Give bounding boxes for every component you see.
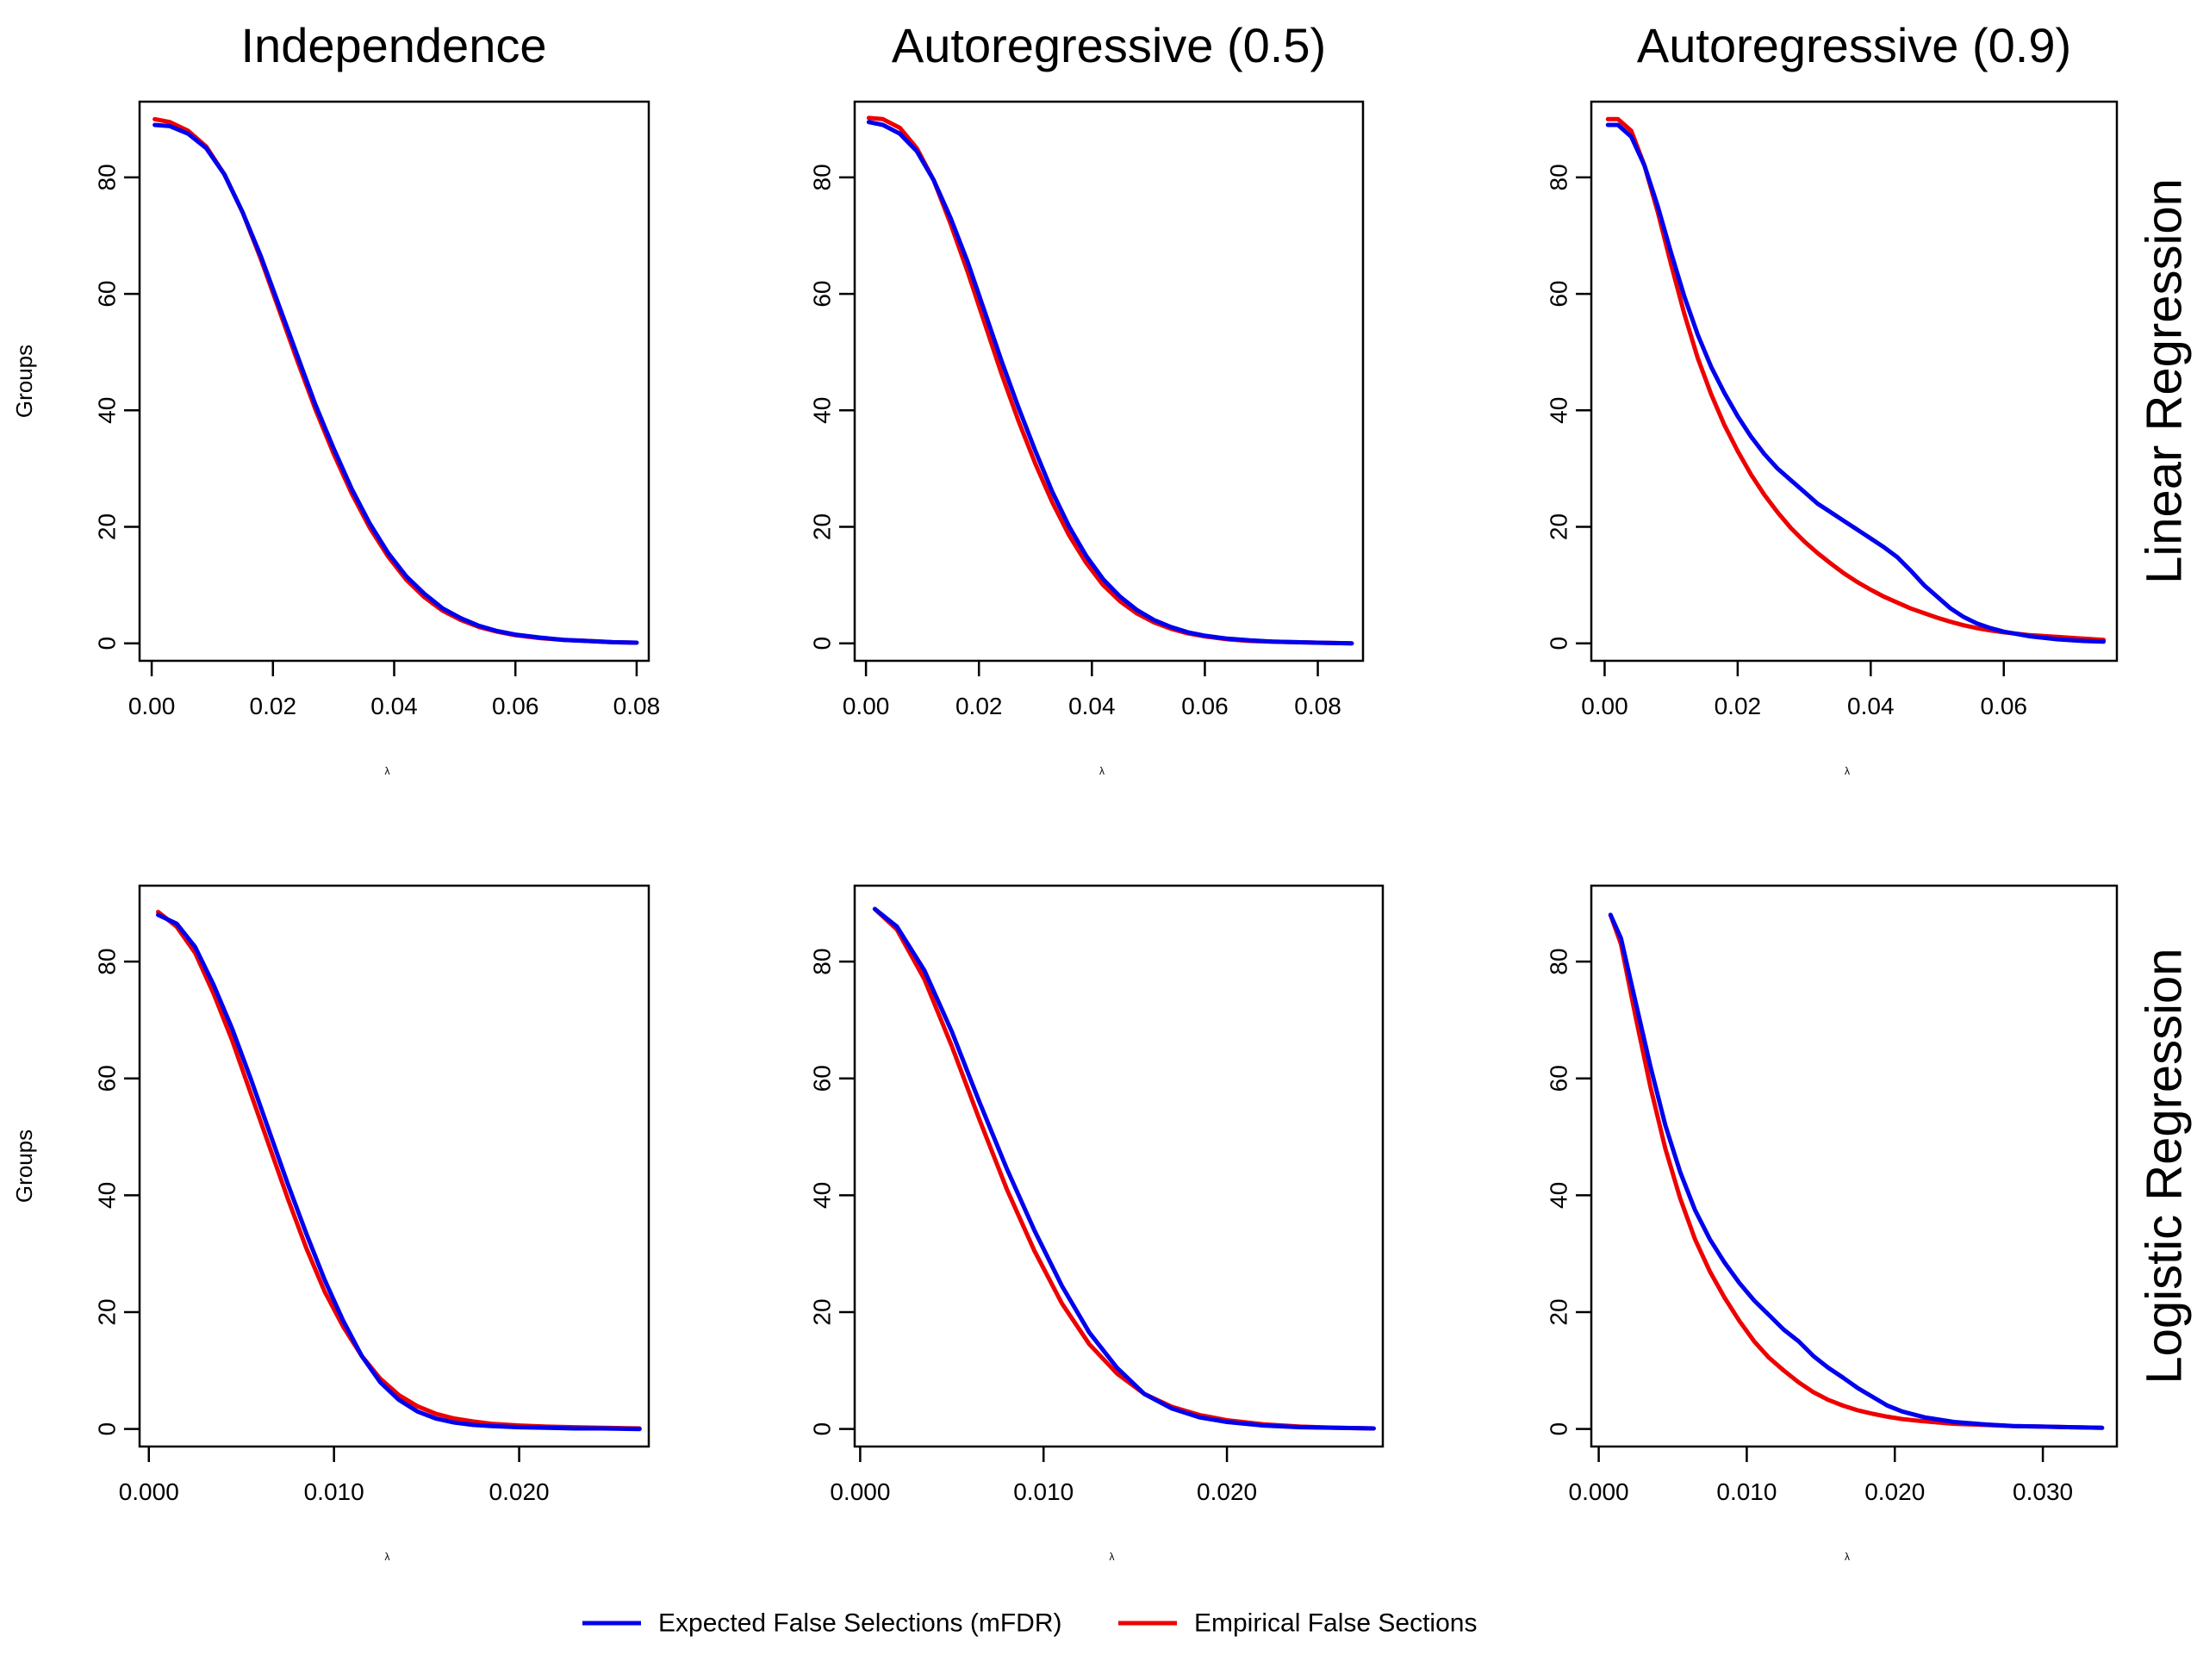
x-tick-label: 0.08 — [613, 693, 661, 719]
panel-1-2: 0 20 40 60 80 0.000 0.010 0.020 0.030 λ — [1546, 884, 2119, 1563]
x-tick-label: 0.02 — [955, 693, 1003, 719]
headers: Independence Autoregressive (0.5) Autoregr… — [240, 18, 2192, 1384]
x-tick-label: 0.010 — [304, 1478, 364, 1505]
y-tick-label: 60 — [809, 281, 836, 308]
series-line-expected — [1605, 122, 2107, 644]
x-tick-label: 0.04 — [1068, 693, 1116, 719]
y-tick-label: 20 — [94, 1298, 121, 1325]
y-tick-label: 60 — [1546, 281, 1572, 308]
series-line-expected — [152, 122, 639, 645]
x-tick-label: 0.04 — [370, 693, 418, 719]
x-tick-label: 0.010 — [1716, 1478, 1777, 1505]
x-tick-label: 0.020 — [1197, 1478, 1257, 1505]
series-line-empirical — [1605, 116, 2107, 643]
y-axis-label: Groups — [11, 1129, 37, 1203]
row-label: Logistic Regression — [2137, 948, 2193, 1384]
series-line-empirical — [1608, 912, 2105, 1430]
column-title: Autoregressive (0.5) — [892, 18, 1326, 72]
x-axis-label: λ — [1845, 765, 1850, 777]
series-line-expected — [156, 912, 642, 1432]
x-axis-label: λ — [1110, 1551, 1115, 1563]
x-tick-label: 0.010 — [1013, 1478, 1074, 1505]
x-tick-label: 0.02 — [250, 693, 297, 719]
y-tick-label: 80 — [94, 164, 121, 190]
y-tick-label: 80 — [1546, 164, 1572, 190]
x-tick-label: 0.020 — [1864, 1478, 1925, 1505]
x-tick-label: 0.000 — [830, 1478, 890, 1505]
plot-frame — [138, 884, 650, 1448]
x-tick-label: 0.00 — [128, 693, 176, 719]
plot-frame — [853, 100, 1365, 663]
y-tick-label: 60 — [1546, 1065, 1572, 1092]
y-tick-label: 60 — [809, 1065, 836, 1092]
x-tick-label: 0.00 — [843, 693, 890, 719]
x-tick-label: 0.06 — [492, 693, 539, 719]
y-tick-label: 40 — [809, 1182, 836, 1209]
y-tick-label: 0 — [94, 637, 121, 650]
x-tick-label: 0.020 — [489, 1478, 550, 1505]
x-tick-label: 0.030 — [2013, 1478, 2073, 1505]
y-tick-label: 40 — [1546, 397, 1572, 424]
y-tick-label: 0 — [94, 1422, 121, 1436]
legend-label: Expected False Selections (mFDR) — [658, 1609, 1062, 1638]
legend-label: Empirical False Sections — [1194, 1609, 1477, 1638]
y-tick-label: 0 — [1546, 1422, 1572, 1436]
series-line-expected — [1608, 912, 2105, 1430]
series-line-expected — [872, 906, 1376, 1431]
x-tick-label: 0.000 — [1569, 1478, 1629, 1505]
y-tick-label: 20 — [94, 513, 121, 540]
column-title: Autoregressive (0.9) — [1637, 18, 2071, 72]
plot-frame — [1590, 100, 2119, 663]
y-tick-label: 40 — [1546, 1182, 1572, 1209]
x-tick-label: 0.06 — [1980, 693, 2027, 719]
series-line-empirical — [156, 910, 642, 1431]
panel-0-1: 0 20 40 60 80 0.00 0.02 0.04 0.06 0.08 λ — [809, 100, 1365, 777]
plot-frame — [138, 100, 650, 663]
series-line-empirical — [872, 906, 1376, 1431]
panels: 0 20 40 60 80 0.00 0.02 0.04 0.06 0.08 Groups λ 0 20 4… — [11, 100, 2119, 1563]
y-tick-label: 20 — [1546, 513, 1572, 540]
panel-1-1: 0 20 40 60 80 0.000 0.010 0.020 λ — [809, 884, 1385, 1563]
y-tick-label: 80 — [809, 164, 836, 190]
y-tick-label: 60 — [94, 281, 121, 308]
x-axis-label: λ — [1845, 1551, 1850, 1563]
x-tick-label: 0.08 — [1294, 693, 1341, 719]
x-tick-label: 0.00 — [1581, 693, 1628, 719]
x-tick-label: 0.000 — [119, 1478, 179, 1505]
x-tick-label: 0.02 — [1715, 693, 1762, 719]
plot-frame — [853, 884, 1385, 1448]
y-axis-label: Groups — [11, 345, 37, 418]
panel-0-2: 0 20 40 60 80 0.00 0.02 0.04 0.06 λ — [1546, 100, 2119, 777]
y-tick-label: 0 — [809, 1422, 836, 1436]
x-axis-label: λ — [385, 765, 390, 777]
y-tick-label: 80 — [1546, 949, 1572, 975]
y-tick-label: 20 — [1546, 1298, 1572, 1325]
y-tick-label: 20 — [809, 1298, 836, 1325]
y-tick-label: 40 — [94, 397, 121, 424]
x-axis-label: λ — [385, 1551, 390, 1563]
y-tick-label: 60 — [94, 1065, 121, 1092]
panel-0-0: 0 20 40 60 80 0.00 0.02 0.04 0.06 0.08 Groups λ — [11, 100, 661, 777]
y-tick-label: 0 — [809, 637, 836, 650]
row-label: Linear Regression — [2137, 178, 2193, 584]
plot-frame — [1590, 884, 2119, 1448]
x-tick-label: 0.06 — [1181, 693, 1229, 719]
y-tick-label: 40 — [94, 1182, 121, 1209]
y-tick-label: 0 — [1546, 637, 1572, 650]
x-axis-label: λ — [1099, 765, 1105, 777]
series-line-expected — [866, 120, 1354, 646]
y-tick-label: 40 — [809, 397, 836, 424]
panel-1-0: 0 20 40 60 80 0.000 0.010 0.020 Groups λ — [11, 884, 650, 1563]
column-title: Independence — [240, 18, 546, 72]
y-tick-label: 80 — [94, 949, 121, 975]
y-tick-label: 80 — [809, 949, 836, 975]
y-tick-label: 20 — [809, 513, 836, 540]
x-tick-label: 0.04 — [1847, 693, 1895, 719]
legend: Expected False Selections (mFDR) Empirica… — [582, 1609, 1477, 1638]
